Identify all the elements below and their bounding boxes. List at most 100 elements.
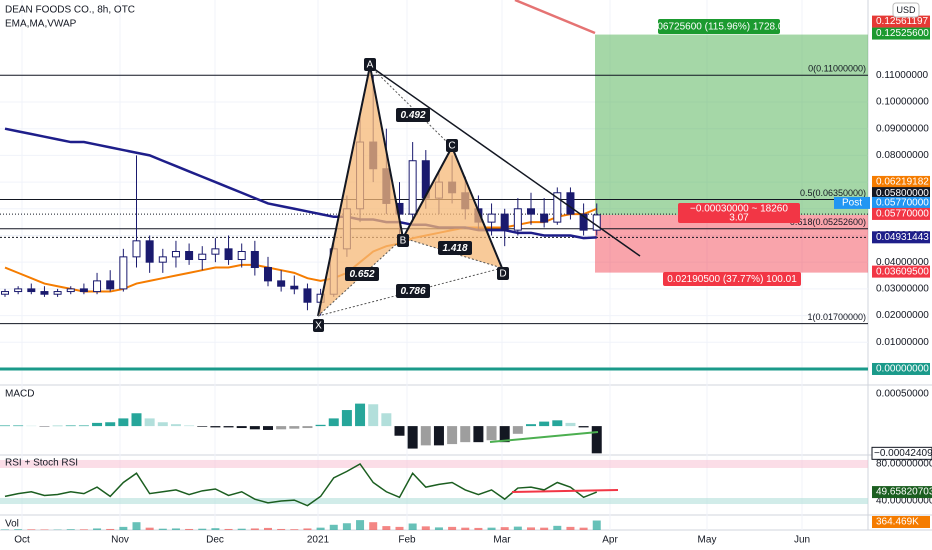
ratio-badge [396, 284, 430, 298]
pattern-fill [403, 147, 502, 268]
volume-bar [237, 528, 246, 530]
volume-bar [1, 529, 9, 530]
price-badge [872, 362, 930, 375]
fib-label: 1(0.01700000) [807, 312, 866, 322]
rsi-line [4, 462, 598, 507]
overlay: 0.06725600 (115.96%) 1728.09 −0.00030000 … [649, 15, 930, 375]
price-badge-label: 0.05800000 [876, 188, 929, 199]
macd-bar [381, 413, 392, 427]
y-tick-label: 0.00050000 [876, 389, 929, 400]
ratio-label: 1.418 [442, 243, 467, 254]
candle-body [185, 251, 194, 261]
y-tick-label: 0.01000000 [876, 337, 929, 348]
volume-bar [369, 522, 378, 530]
macd-bar [302, 426, 313, 429]
volume-bar [382, 526, 391, 530]
ratio-label: 0.492 [400, 110, 425, 121]
candle-body [553, 192, 562, 223]
ratio-badge [345, 267, 379, 281]
volume-bar [566, 526, 575, 530]
macd-bar [263, 426, 273, 430]
currency-badge[interactable] [892, 2, 920, 18]
volume-bar [421, 526, 430, 530]
volume-bar [27, 529, 36, 530]
pane-title: MACD [5, 389, 34, 400]
macd-bar [394, 426, 405, 436]
candle-body [27, 288, 36, 293]
volume-bar [145, 527, 154, 530]
macd-bar [118, 418, 129, 427]
candle-body [1, 291, 9, 295]
macd-bar [223, 426, 234, 428]
candle-body [14, 288, 23, 293]
volume-bar [290, 529, 299, 530]
x-tick-label: Dec [206, 535, 224, 546]
price-badge [872, 231, 930, 244]
volume-bar [408, 523, 417, 530]
candle-body [211, 248, 220, 255]
ratio-label: 0.786 [400, 286, 425, 297]
macd-bar [591, 426, 602, 454]
volume-bar [211, 528, 220, 530]
y-tick-label: 0.10000000 [876, 97, 929, 108]
candle-body [237, 251, 246, 261]
pane-title: Vol [5, 519, 19, 530]
price-badge [872, 175, 930, 188]
macd-bar [499, 426, 510, 443]
price-badge [872, 265, 930, 278]
y-tick-label: 0.02000000 [876, 310, 929, 321]
target-zone [595, 34, 868, 215]
candle-body [408, 160, 417, 215]
volume-bar [185, 528, 194, 530]
x-tick-label: Mar [493, 535, 511, 546]
volume-bar [198, 528, 207, 530]
fib-label: 0.618(0.05252600) [790, 217, 866, 227]
candle-body [566, 192, 575, 215]
volume-bar [106, 528, 115, 530]
volume-bar [171, 528, 180, 530]
macd-bar [78, 425, 89, 427]
candle-body [513, 208, 522, 231]
candle-body [145, 240, 154, 263]
y-tick-label: 0.04000000 [876, 257, 929, 268]
candle-body [66, 288, 75, 293]
pattern-dotted [369, 65, 453, 148]
volume-bar [250, 528, 259, 530]
x-tick-label: Nov [111, 535, 129, 546]
ema-line [4, 207, 598, 293]
ma-line [4, 127, 597, 240]
macd-bar [0, 425, 10, 427]
candle-body [119, 256, 128, 290]
macd-bar [460, 426, 471, 443]
point-badge [364, 58, 376, 71]
price-badge [872, 187, 930, 200]
macd-bar [157, 422, 168, 427]
candle-body [303, 288, 312, 303]
macd-bar [473, 426, 484, 443]
stop-text: 0.02190500 (37.77%) 100.01 [667, 274, 797, 285]
macd-bar [276, 426, 287, 430]
candle-body [198, 253, 207, 261]
info-badge [678, 203, 800, 223]
pattern-dotted [402, 237, 503, 269]
point-label: C [448, 141, 455, 152]
macd-bar [13, 425, 24, 427]
divergence-line [511, 489, 619, 493]
x-tick-label: Jun [794, 535, 810, 546]
volume-bar [264, 527, 272, 530]
macd-value: −0.00042409 [874, 448, 932, 459]
candle-body [224, 248, 233, 261]
stop-badge [663, 272, 801, 286]
price-tag-label: Post [842, 198, 862, 209]
macd-bar [210, 426, 221, 428]
rsi-band [0, 498, 868, 505]
volume-bar [474, 527, 483, 530]
candle-body [527, 208, 535, 215]
volume-bar [277, 528, 286, 530]
macd-bar [236, 426, 247, 429]
macd-bar [144, 418, 155, 427]
fib-label: 0.5(0.06350000) [800, 188, 866, 198]
price-badge-label: 0.12525600 [876, 28, 929, 39]
